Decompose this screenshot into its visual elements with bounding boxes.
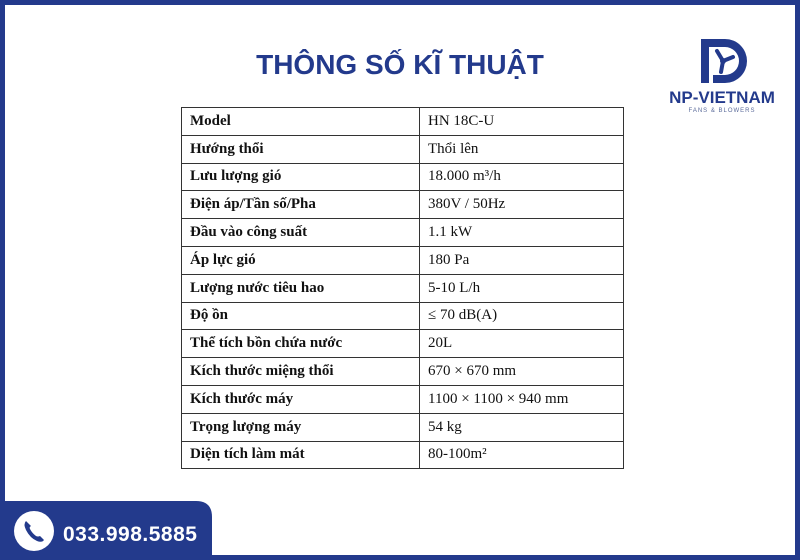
spec-value: ≤ 70 dB(A) [419, 301, 624, 331]
spec-label: Độ ồn [181, 301, 420, 331]
phone-badge [5, 501, 212, 555]
spec-row: Trọng lượng máy 54 kg [181, 412, 624, 442]
spec-row: Diện tích làm mát 80-100m² [181, 440, 624, 470]
title: THÔNG SỐ KĨ THUẬT [256, 49, 544, 80]
spec-label: Hướng thổi [181, 134, 420, 164]
spec-value: 180 Pa [419, 245, 624, 275]
spec-value: 380V / 50Hz [419, 190, 624, 220]
spec-label: Điện áp/Tần số/Pha [181, 190, 420, 220]
spec-row: Lưu lượng gió 18.000 m³/h [181, 162, 624, 192]
spec-value: 54 kg [419, 412, 624, 442]
spec-value: 80-100m² [419, 440, 624, 470]
spec-label: Diện tích làm mát [181, 440, 420, 470]
spec-row: Kích thước máy 1100 × 1100 × 940 mm [181, 384, 624, 414]
spec-row: Đầu vào công suất 1.1 kW [181, 218, 624, 247]
spec-value: 1100 × 1100 × 940 mm [419, 384, 624, 414]
spec-label: Model [181, 107, 420, 136]
spec-label: Thể tích bồn chứa nước [181, 329, 420, 359]
spec-row: Điện áp/Tần số/Pha 380V / 50Hz [181, 190, 624, 220]
spec-label: Lượng nước tiêu hao [181, 273, 420, 303]
spec-label: Áp lực gió [181, 245, 420, 275]
spec-row: Hướng thổi Thổi lên [181, 134, 624, 164]
spec-table: Model HN 18C-U Hướng thổi Thổi lên Lưu lượng… [181, 107, 624, 470]
spec-value: HN 18C-U [419, 107, 624, 136]
spec-value: 5-10 L/h [419, 273, 624, 303]
spec-value: 18.000 m³/h [419, 162, 624, 192]
spec-row: Lượng nước tiêu hao 5-10 L/h [181, 273, 624, 303]
spec-row: Thể tích bồn chứa nước 20L [181, 329, 624, 359]
spec-value: 1.1 kW [419, 218, 624, 247]
spec-row: Áp lực gió 180 Pa [181, 245, 624, 275]
logo-name: NP-VIETNAM [669, 88, 775, 107]
logo-icon [701, 39, 747, 83]
spec-label: Đầu vào công suất [181, 218, 420, 247]
spec-value: Thổi lên [419, 134, 624, 164]
spec-label: Kích thước miệng thổi [181, 357, 420, 386]
logo-tagline: FANS & BLOWERS [688, 108, 756, 114]
spec-label: Lưu lượng gió [181, 162, 420, 192]
phone-number[interactable]: 033.998.5885 [63, 523, 198, 546]
spec-row: Model HN 18C-U [181, 107, 624, 136]
spec-row: Độ ồn ≤ 70 dB(A) [181, 301, 624, 331]
spec-label: Kích thước máy [181, 384, 420, 414]
spec-value: 670 × 670 mm [419, 357, 624, 386]
spec-row: Kích thước miệng thổi 670 × 670 mm [181, 357, 624, 386]
spec-label: Trọng lượng máy [181, 412, 420, 442]
spec-value: 20L [419, 329, 624, 359]
